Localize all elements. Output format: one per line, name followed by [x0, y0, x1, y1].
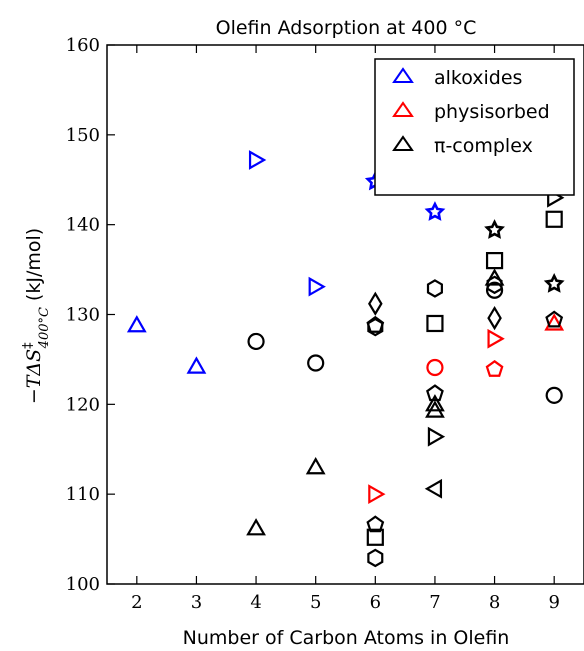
y-tick-label-110: 110 [66, 484, 100, 505]
data-point-25 [425, 400, 445, 418]
x-tick-label-4: 4 [250, 592, 261, 613]
x-tick-label-5: 5 [310, 592, 321, 613]
legend-item-physisorbed: physisorbed [392, 101, 550, 123]
data-point-15 [368, 291, 383, 316]
x-tick-label-7: 7 [429, 592, 440, 613]
data-point-21 [426, 279, 443, 298]
x-tick-label-2: 2 [131, 592, 142, 613]
data-point-29 [485, 252, 504, 270]
legend-box [374, 58, 575, 196]
x-axis-label: Number of Carbon Atoms in Olefin [183, 627, 510, 649]
legend: alkoxides physisorbed π-complex [374, 58, 575, 196]
data-point-8 [487, 328, 505, 349]
data-point-2 [248, 150, 267, 170]
data-point-12 [246, 518, 266, 536]
legend-marker-physisorbed [392, 101, 414, 117]
data-point-23 [426, 384, 444, 402]
y-axis-label: −TΔS‡400°C (kJ/mol) [21, 228, 52, 404]
legend-label-pi-complex: π-complex [434, 135, 533, 157]
data-point-24 [425, 394, 445, 412]
data-point-26 [427, 426, 446, 447]
svg-text:−TΔS‡400°C(kJ/mol): −TΔS‡400°C (kJ/mol) [21, 228, 52, 404]
legend-label-physisorbed: physisorbed [434, 101, 550, 123]
data-point-0 [126, 315, 147, 333]
data-point-9 [485, 359, 504, 377]
y-label-main: −TΔS [23, 349, 45, 404]
y-tick-label-120: 120 [66, 394, 100, 415]
y-tick-label-100: 100 [66, 574, 100, 595]
x-tick-label-3: 3 [191, 592, 202, 613]
x-tick-label-6: 6 [370, 592, 381, 613]
data-point-19 [366, 528, 384, 546]
data-point-6 [368, 484, 386, 505]
y-tick-label-160: 160 [66, 35, 100, 56]
data-point-22 [426, 314, 444, 333]
x-tick-label-8: 8 [489, 592, 500, 613]
y-label-sub: 400°C [37, 307, 52, 349]
data-point-14 [305, 456, 326, 475]
data-point-18 [366, 515, 385, 533]
chart-title: Olefin Adsorption at 400 °C [216, 17, 477, 39]
data-point-35 [545, 210, 563, 228]
data-point-31 [486, 275, 503, 295]
data-point-37 [545, 310, 564, 328]
data-point-33 [487, 305, 502, 331]
data-point-32 [485, 281, 504, 299]
plot-area: 2 3 4 5 6 7 8 9 100 110 120 130 140 150 160 [66, 35, 584, 613]
legend-item-pi-complex: π-complex [392, 135, 533, 157]
data-point-3 [308, 276, 326, 297]
data-point-30 [484, 268, 505, 286]
data-point-38 [545, 386, 563, 404]
data-point-13 [307, 354, 325, 372]
y-tick-label-140: 140 [66, 215, 100, 236]
data-point-28 [484, 219, 505, 239]
legend-marker-alkoxides [392, 67, 414, 83]
legend-marker-pi-complex [392, 135, 414, 151]
y-label-unit: (kJ/mol) [23, 228, 45, 301]
data-point-7 [426, 358, 444, 377]
data-point-10 [544, 313, 565, 331]
data-point-27 [424, 478, 443, 499]
legend-label-alkoxides: alkoxides [434, 67, 522, 89]
data-point-1 [186, 356, 207, 374]
y-tick-label-130: 130 [66, 305, 100, 326]
legend-item-alkoxides: alkoxides [392, 67, 522, 89]
data-point-17 [367, 317, 384, 337]
data-point-11 [247, 332, 265, 351]
y-tick-label-150: 150 [66, 125, 100, 146]
data-point-36 [543, 273, 565, 293]
y-label-sup: ‡ [21, 342, 36, 349]
data-point-20 [367, 548, 384, 568]
data-point-5 [424, 201, 446, 221]
x-tick-label-9: 9 [548, 592, 559, 613]
